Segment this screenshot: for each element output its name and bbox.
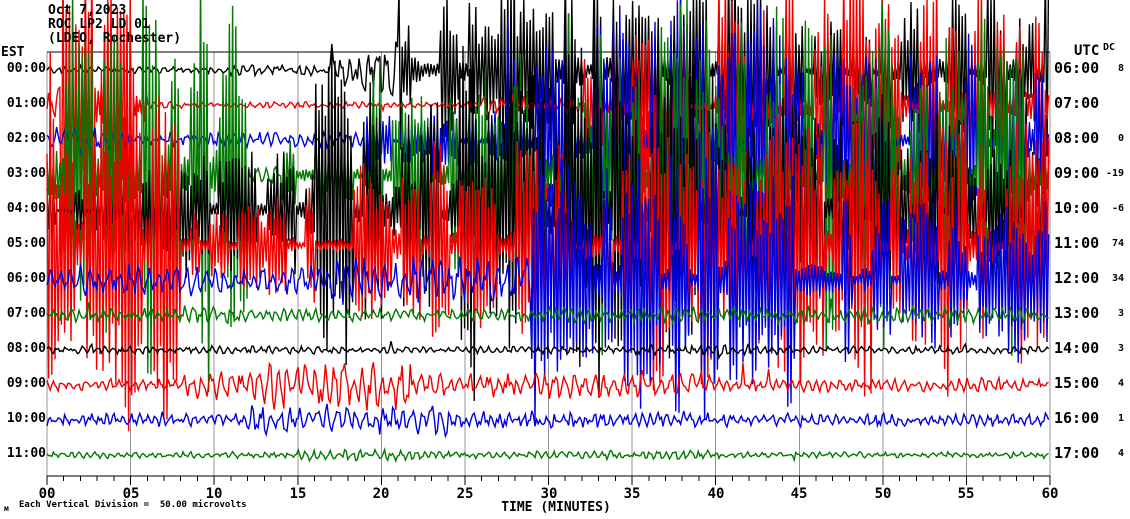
seismogram-trace-1100 bbox=[46, 446, 1049, 463]
seismogram-trace-0900 bbox=[46, 361, 1049, 411]
dc-value: -19 bbox=[1105, 168, 1124, 179]
dc-value: 3 bbox=[1117, 343, 1124, 354]
utc-time-label: 08:00 bbox=[1054, 129, 1100, 147]
x-axis-tick-label: 10 bbox=[205, 486, 223, 502]
utc-time-label: 16:00 bbox=[1054, 409, 1100, 427]
dc-value: 1 bbox=[1117, 413, 1124, 424]
utc-time-label: 15:00 bbox=[1054, 374, 1100, 392]
seismogram-trace-0600 bbox=[46, 126, 1050, 424]
est-time-label: 11:00 bbox=[6, 446, 46, 461]
header-date: Oct 7,2023 bbox=[48, 3, 127, 18]
seismogram-trace-1000 bbox=[46, 403, 1050, 439]
utc-time-label: 14:00 bbox=[1054, 339, 1100, 357]
x-axis-tick-label: 35 bbox=[623, 486, 641, 502]
x-axis-tick-label: 05 bbox=[122, 486, 140, 502]
dc-value: 3 bbox=[1117, 308, 1124, 319]
dc-column-label: DC bbox=[1103, 42, 1116, 53]
est-time-label: 09:00 bbox=[6, 376, 46, 391]
dc-value: 8 bbox=[1117, 63, 1124, 74]
est-time-label: 00:00 bbox=[6, 61, 46, 76]
dc-value: 4 bbox=[1117, 448, 1124, 459]
est-time-label: 04:00 bbox=[6, 201, 46, 216]
seismogram-trace-0800 bbox=[46, 341, 1050, 360]
x-axis-tick-label: 25 bbox=[456, 486, 474, 502]
utc-time-label: 10:00 bbox=[1054, 199, 1100, 217]
seismogram-trace-0400 bbox=[46, 21, 1050, 402]
x-axis-tick-label: 60 bbox=[1041, 486, 1059, 502]
x-axis-tick-label: 40 bbox=[707, 486, 725, 502]
est-time-label: 10:00 bbox=[6, 411, 46, 426]
x-axis-tick-label: 20 bbox=[372, 486, 390, 502]
x-axis-tick-label: 45 bbox=[790, 486, 808, 502]
utc-time-label: 11:00 bbox=[1054, 234, 1100, 252]
est-time-label: 02:00 bbox=[6, 131, 46, 146]
x-axis-title: TIME (MINUTES) bbox=[501, 500, 611, 515]
dc-value: 4 bbox=[1117, 378, 1124, 389]
utc-time-label: 09:00 bbox=[1054, 164, 1100, 182]
header-station: ROC LP2 LD 01 bbox=[48, 17, 150, 32]
dc-value: 0 bbox=[1117, 133, 1124, 144]
utc-time-label: 12:00 bbox=[1054, 269, 1100, 287]
right-timezone-label: UTC bbox=[1074, 43, 1100, 59]
header-location: (LDEO, Rochester) bbox=[48, 31, 182, 46]
x-axis-tick-label: 50 bbox=[874, 486, 892, 502]
est-time-label: 01:00 bbox=[6, 96, 46, 111]
x-axis-tick-label: 55 bbox=[957, 486, 975, 502]
x-axis-tick-label: 15 bbox=[289, 486, 307, 502]
utc-time-label: 13:00 bbox=[1054, 304, 1100, 322]
left-timezone-label: EST bbox=[1, 45, 25, 60]
utc-time-label: 07:00 bbox=[1054, 94, 1100, 112]
dc-value: -6 bbox=[1111, 203, 1124, 214]
est-time-label: 03:00 bbox=[6, 166, 46, 181]
x-axis-tick-label: 00 bbox=[38, 486, 56, 502]
x-axis-tick-label: 30 bbox=[540, 486, 558, 502]
scale-mark-glyph: м bbox=[4, 504, 9, 513]
dc-value: 34 bbox=[1111, 273, 1124, 284]
est-time-label: 06:00 bbox=[6, 271, 46, 286]
utc-time-label: 06:00 bbox=[1054, 59, 1100, 77]
scale-note: Each Vertical Division = 50.00 microvolt… bbox=[19, 500, 247, 510]
est-time-label: 08:00 bbox=[6, 341, 46, 356]
est-time-label: 05:00 bbox=[6, 236, 46, 251]
est-time-label: 07:00 bbox=[6, 306, 46, 321]
dc-value: 74 bbox=[1111, 238, 1124, 249]
seismogram-trace-0700 bbox=[46, 298, 1049, 328]
utc-time-label: 17:00 bbox=[1054, 444, 1100, 462]
